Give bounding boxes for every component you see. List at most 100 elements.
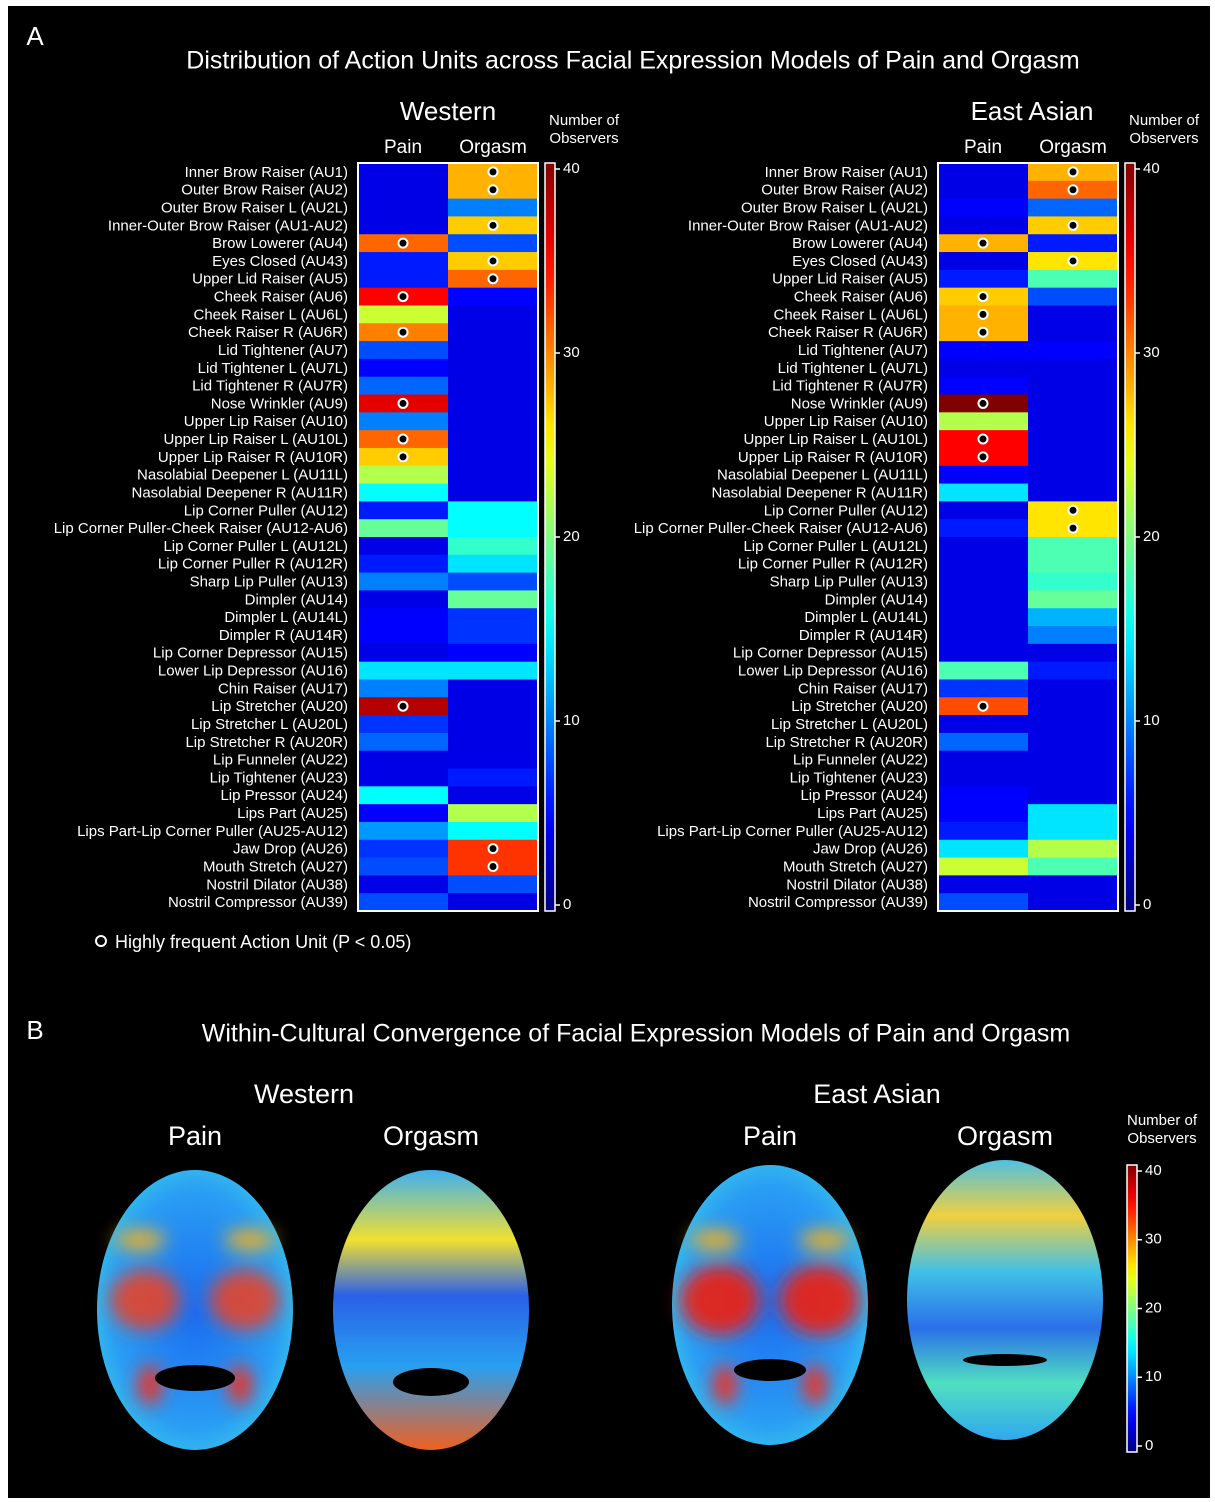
heatmap-cell: [1028, 341, 1119, 360]
heatmap-cell: [1028, 679, 1119, 698]
row-label: Inner Brow Raiser (AU1): [765, 164, 928, 181]
heatmap-cell: [448, 412, 539, 431]
significance-marker: [487, 843, 499, 855]
colorbar: [544, 162, 556, 912]
row-label: Cheek Raiser R (AU6R): [768, 324, 928, 341]
heatmap-cell: [1028, 821, 1119, 841]
heatmap-cell: [1028, 323, 1119, 342]
heatmap-cell: [448, 643, 539, 663]
heatmap-cell: [448, 483, 539, 502]
heatmap-cell: [358, 572, 449, 591]
colorbar-label: Number of Observers: [1126, 1112, 1198, 1147]
heatmap-cell: [1028, 537, 1119, 556]
heatmap-cell: [1028, 768, 1119, 787]
row-label: Dimpler L (AU14L): [224, 609, 348, 626]
row-label: Lid Tightener L (AU7L): [198, 360, 348, 377]
row-label: Lid Tightener L (AU7L): [778, 360, 928, 377]
colorbar-tick-label: 30: [1145, 1231, 1162, 1248]
heatmap-cell: [938, 537, 1029, 556]
heatmap-cell: [938, 750, 1029, 770]
heatmap-cell: [1028, 750, 1119, 770]
significance-marker: [1067, 184, 1079, 196]
colorbar-tick-label: 10: [1143, 712, 1160, 729]
heatmap-cell: [938, 483, 1029, 502]
heatmap-cell: [1028, 875, 1119, 894]
heatmap-cell: [448, 768, 539, 787]
legend-marker: [95, 935, 107, 947]
column-label: Pain: [964, 137, 1002, 158]
row-label: Eyes Closed (AU43): [212, 253, 348, 270]
heatmap-cell: [1028, 394, 1119, 413]
colorbar: [1124, 162, 1136, 912]
heatmap-cell: [358, 626, 449, 645]
significance-marker: [397, 700, 409, 712]
significance-marker: [397, 237, 409, 249]
row-label: Upper Lip Raiser R (AU10R): [158, 449, 348, 466]
legend-text: Highly frequent Action Unit (P < 0.05): [115, 932, 411, 952]
heatmap-cell: [938, 198, 1029, 217]
significance-marker: [977, 326, 989, 338]
heatmap-cell: [358, 252, 449, 271]
colorbar-label: Number of Observers: [1128, 112, 1200, 147]
row-label: Inner-Outer Brow Raiser (AU1-AU2): [108, 217, 348, 234]
heatmap-cell: [358, 341, 449, 360]
significance-marker: [487, 255, 499, 267]
heatmap-cell: [1028, 234, 1119, 253]
heatmap-cell: [358, 483, 449, 502]
significance-marker: [397, 397, 409, 409]
heatmap-cell: [1028, 287, 1119, 306]
heatmap-cell: [938, 643, 1029, 663]
heatmap-cell: [448, 679, 539, 698]
heatmap-title: Western: [400, 96, 496, 126]
row-label: Nostril Compressor (AU39): [748, 894, 928, 911]
row-label: Nostril Dilator (AU38): [786, 876, 928, 893]
colorbar: [1126, 1164, 1138, 1453]
row-label: Nose Wrinkler (AU9): [211, 395, 348, 412]
significance-marker: [977, 237, 989, 249]
heatmap-cell: [938, 715, 1029, 734]
row-label: Lip Corner Puller-Cheek Raiser (AU12-AU6…: [634, 520, 928, 537]
row-label: Inner Brow Raiser (AU1): [185, 164, 348, 181]
heatmap-cell: [358, 163, 449, 182]
heatmap-cell: [1028, 430, 1119, 449]
heatmap-cell: [448, 234, 539, 253]
row-label: Cheek Raiser (AU6): [214, 289, 348, 306]
colorbar-tick-label: 0: [1145, 1437, 1153, 1454]
heatmap-cell: [1028, 732, 1119, 752]
heatmap-cell: [938, 465, 1029, 485]
colorbar-label: Number of Observers: [548, 112, 620, 147]
significance-marker: [977, 291, 989, 303]
heatmap-cell: [1028, 376, 1119, 396]
row-label: Lower Lip Depressor (AU16): [158, 663, 348, 680]
heatmap-cell: [938, 679, 1029, 698]
row-label: Lip Corner Puller L (AU12L): [743, 538, 928, 555]
row-label: Lip Pressor (AU24): [800, 787, 928, 804]
colorbar-tick-label: 20: [563, 528, 580, 545]
row-label: Mouth Stretch (AU27): [203, 858, 348, 875]
heatmap-cell: [358, 786, 449, 805]
row-label: Lips Part (AU25): [237, 805, 348, 822]
heatmap-cell: [1028, 661, 1119, 680]
heatmap-cell: [448, 394, 539, 413]
heatmap-cell: [448, 537, 539, 556]
heatmap-title: East Asian: [971, 96, 1094, 126]
row-label: Lip Pressor (AU24): [220, 787, 348, 804]
row-label: Brow Lowerer (AU4): [792, 235, 928, 252]
row-label: Chin Raiser (AU17): [798, 680, 928, 697]
heatmap-cell: [938, 376, 1029, 396]
column-label: Orgasm: [1039, 137, 1107, 158]
row-label: Lip Funneler (AU22): [793, 752, 928, 769]
heatmap-cell: [448, 572, 539, 591]
row-label: Lip Funneler (AU22): [213, 752, 348, 769]
row-label: Dimpler (AU14): [245, 591, 348, 608]
row-label: Eyes Closed (AU43): [792, 253, 928, 270]
heatmap-border: [937, 162, 1119, 912]
heatmap-cell: [358, 608, 449, 627]
group-title: Western: [254, 1079, 354, 1109]
heatmap-cell: [448, 697, 539, 716]
heatmap-cell: [938, 216, 1029, 235]
heatmap-cell: [448, 198, 539, 217]
significance-marker: [1067, 522, 1079, 534]
colorbar-tick-label: 20: [1143, 528, 1160, 545]
column-label: Pain: [743, 1121, 797, 1151]
